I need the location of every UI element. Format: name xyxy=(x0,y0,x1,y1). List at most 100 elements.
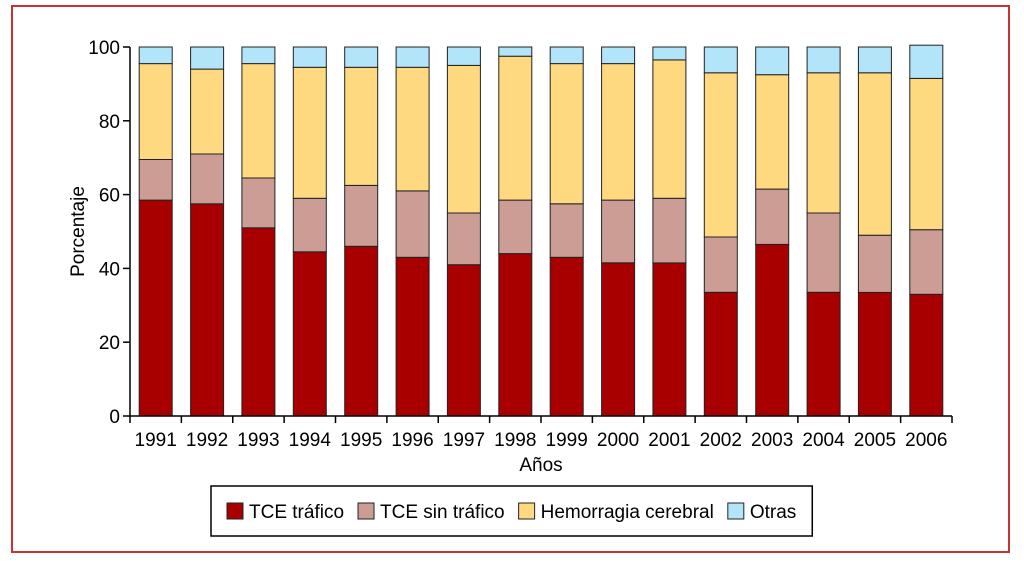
bar-segment-1998-0 xyxy=(498,253,533,417)
bar-segment-1999-2 xyxy=(549,63,584,205)
bar-segment-1991-3 xyxy=(138,46,173,65)
x-tick-label-1995: 1995 xyxy=(340,430,382,451)
bar-segment-1992-1 xyxy=(190,153,225,205)
bar-segment-2004-3 xyxy=(806,46,841,74)
bar-segment-2002-0 xyxy=(703,291,738,417)
legend-swatch-0 xyxy=(226,502,244,520)
x-tick-label-2001: 2001 xyxy=(648,430,690,451)
x-tick-label-1991: 1991 xyxy=(135,430,177,451)
x-tick-label-1998: 1998 xyxy=(494,430,536,451)
bar-segment-2006-1 xyxy=(909,229,944,295)
bar-segment-1996-3 xyxy=(395,46,430,68)
x-tick-label-1997: 1997 xyxy=(443,430,485,451)
bar-segment-1991-2 xyxy=(138,63,173,160)
x-tick-label-1994: 1994 xyxy=(289,430,332,451)
bar-segment-1997-2 xyxy=(446,64,481,214)
bar-segment-2003-2 xyxy=(755,74,790,190)
bar-segment-2000-2 xyxy=(601,63,636,201)
bar-segment-1998-3 xyxy=(498,46,533,57)
x-tick-label-1993: 1993 xyxy=(237,430,279,451)
legend: TCE tráfico TCE sin tráfico Hemorragia cer… xyxy=(210,485,814,537)
legend-label-3: Otras xyxy=(750,502,796,523)
bar-segment-2001-1 xyxy=(652,197,687,264)
x-tick-label-2000: 2000 xyxy=(597,430,639,451)
x-tick-label-2005: 2005 xyxy=(854,430,896,451)
bar-segment-2000-1 xyxy=(601,199,636,264)
bar-segment-2001-0 xyxy=(652,262,687,417)
bar-segment-2003-1 xyxy=(755,188,790,245)
legend-swatch-3 xyxy=(727,502,745,520)
legend-swatch-2 xyxy=(518,502,536,520)
x-tick-label-2006: 2006 xyxy=(905,430,947,451)
legend-label-0: TCE tráfico xyxy=(249,502,344,523)
bar-segment-1995-3 xyxy=(344,46,379,68)
bar-segment-1995-0 xyxy=(344,245,379,417)
bar-segment-2004-2 xyxy=(806,72,841,214)
bar-segment-2004-0 xyxy=(806,291,841,417)
bar-segment-2003-0 xyxy=(755,243,790,417)
legend-swatch-1 xyxy=(357,502,375,520)
bar-segment-1991-0 xyxy=(138,199,173,417)
axes-group: 0 20 40 60 80 100 1991 1992 1993 1994 1995 1996 1997… xyxy=(88,38,953,451)
x-tick-label-1999: 1999 xyxy=(546,430,588,451)
bar-segment-1997-1 xyxy=(446,212,481,266)
legend-box xyxy=(210,485,814,537)
bar-segment-1997-0 xyxy=(446,264,481,417)
x-tick-label-1996: 1996 xyxy=(391,430,433,451)
bar-segment-2005-2 xyxy=(857,72,892,236)
bar-segment-1995-1 xyxy=(344,184,379,247)
bar-segment-1994-3 xyxy=(292,46,327,68)
x-tick-label-1992: 1992 xyxy=(186,430,228,451)
bar-segment-2000-3 xyxy=(601,46,636,65)
bar-segment-2001-2 xyxy=(652,59,687,199)
y-tick-label-20: 20 xyxy=(99,333,120,354)
bar-segment-1994-2 xyxy=(292,66,327,199)
bar-segment-1993-3 xyxy=(241,46,276,65)
bar-segment-1998-2 xyxy=(498,55,533,201)
bar-segment-2000-0 xyxy=(601,262,636,417)
bar-segment-1998-1 xyxy=(498,199,533,255)
bar-segment-2006-3 xyxy=(909,44,944,79)
bar-segment-1992-3 xyxy=(190,46,225,70)
bar-segment-2006-2 xyxy=(909,77,944,231)
bar-segment-1993-1 xyxy=(241,177,276,229)
y-tick-label-40: 40 xyxy=(99,259,120,280)
bar-segment-1993-2 xyxy=(241,63,276,179)
x-tick-label-2003: 2003 xyxy=(751,430,793,451)
bar-segment-1992-0 xyxy=(190,203,225,417)
bar-segment-2002-1 xyxy=(703,236,738,293)
bar-segment-2002-2 xyxy=(703,72,738,238)
chart-frame xyxy=(11,5,1010,553)
legend-label-1: TCE sin tráfico xyxy=(380,502,505,523)
legend-label-2: Hemorragia cerebral xyxy=(541,502,714,523)
bar-segment-1994-1 xyxy=(292,197,327,253)
bar-segment-1996-2 xyxy=(395,66,430,192)
bar-segment-1994-0 xyxy=(292,251,327,417)
bar-segment-1999-0 xyxy=(549,256,584,417)
y-tick-label-60: 60 xyxy=(99,186,120,207)
bar-segment-2003-3 xyxy=(755,46,790,76)
bar-segment-1993-0 xyxy=(241,227,276,417)
bar-segment-2005-1 xyxy=(857,234,892,293)
bar-segment-1997-3 xyxy=(446,46,481,66)
y-tick-label-100: 100 xyxy=(88,38,120,59)
bar-segment-1996-0 xyxy=(395,256,430,417)
bar-segment-1999-1 xyxy=(549,203,584,258)
x-tick-label-2004: 2004 xyxy=(802,430,845,451)
bar-segment-2005-0 xyxy=(857,291,892,417)
bar-segment-1995-2 xyxy=(344,66,379,186)
bar-segment-1992-2 xyxy=(190,68,225,155)
bar-segment-1996-1 xyxy=(395,190,430,258)
bar-segment-2006-0 xyxy=(909,293,944,417)
bar-segment-1991-1 xyxy=(138,159,173,201)
bar-segment-2005-3 xyxy=(857,46,892,74)
x-tick-label-2002: 2002 xyxy=(700,430,742,451)
bar-segment-2004-1 xyxy=(806,212,841,293)
bar-segment-2001-3 xyxy=(652,46,687,61)
bar-segment-1999-3 xyxy=(549,46,584,65)
x-axis-title: Años xyxy=(519,455,562,476)
y-tick-label-80: 80 xyxy=(99,112,120,133)
y-axis-title: Porcentaje xyxy=(68,186,89,277)
bars-group xyxy=(138,44,944,417)
